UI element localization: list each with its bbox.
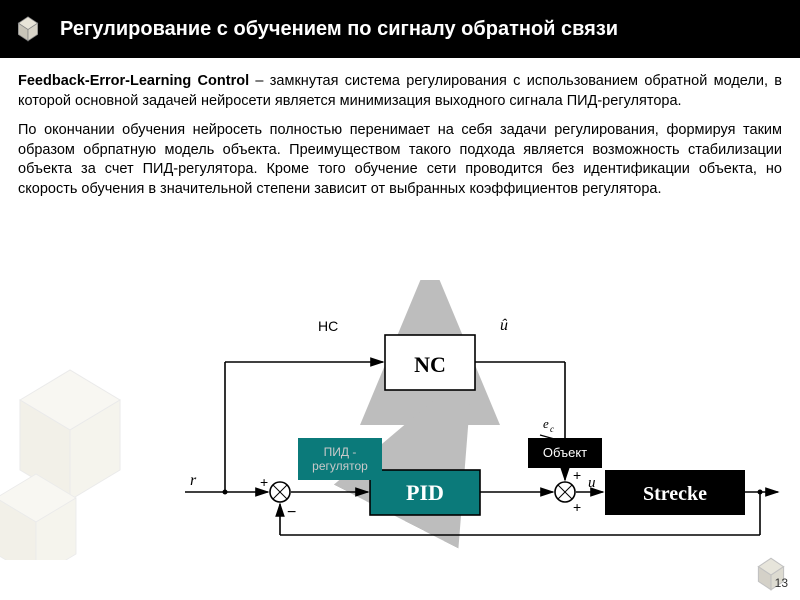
slide-header: Регулирование с обучением по сигналу обр… (0, 0, 800, 58)
pid-box-text: PID (406, 480, 444, 505)
cube-icon (12, 12, 44, 44)
paragraph-2: По окончании обучения нейросеть полность… (18, 121, 782, 199)
plus-3: + (573, 499, 581, 515)
r-label: r (190, 472, 197, 489)
plus-2: + (573, 467, 581, 483)
paragraph-1: Feedback-Error-Learning Control – замкну… (18, 72, 782, 111)
diagram-svg: NC PID Strecke r û e c u + − + + (160, 280, 780, 550)
object-overlay-box: Объект (528, 438, 602, 468)
pid-overlay-text: ПИД - регулятор (298, 445, 382, 474)
svg-text:c: c (550, 424, 554, 434)
body-text: Feedback-Error-Learning Control – замкну… (0, 58, 800, 223)
plus-1: + (260, 474, 268, 490)
page-number: 13 (775, 576, 788, 590)
hc-label: НС (318, 318, 338, 334)
ec-label: e (543, 416, 549, 431)
slide-title: Регулирование с обучением по сигналу обр… (60, 18, 618, 41)
strecke-box-text: Strecke (643, 483, 707, 505)
term-bold: Feedback-Error-Learning Control (18, 73, 249, 89)
minus-1: − (287, 504, 296, 521)
object-overlay-text: Объект (543, 445, 587, 461)
u-label: u (588, 475, 596, 491)
pid-overlay-box: ПИД - регулятор (298, 438, 382, 480)
u-hat-label: û (500, 317, 508, 334)
block-diagram: NC PID Strecke r û e c u + − + + НС ПИД … (0, 280, 800, 570)
nc-box-text: NC (414, 352, 446, 377)
